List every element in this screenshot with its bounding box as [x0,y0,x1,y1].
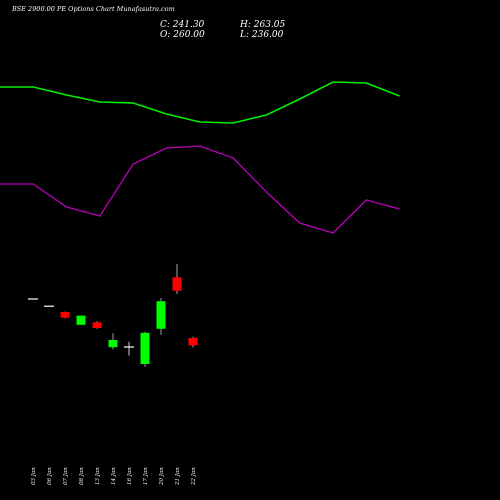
candle-body [156,301,166,329]
date-label: 03 Jan [31,467,37,485]
chart-title: BSE 2900.00 PE Options Chart Munafasutra… [12,5,175,13]
open-readout: O: 260.00 [160,30,205,40]
lower-band-line [0,145,400,234]
candle-body [124,346,134,348]
date-label: 13 Jan [95,467,101,485]
candle-body [92,322,102,328]
date-label: 21 Jan [175,467,181,486]
close-readout: C: 241.30 [160,20,205,30]
candle-body [188,338,198,346]
candle-body [76,315,86,325]
candle-body [140,332,150,364]
date-label: 17 Jan [143,467,149,485]
date-label: 16 Jan [127,467,133,485]
candle-body [172,277,182,291]
high-readout: H: 263.05 [240,20,286,30]
candle-body [28,298,38,300]
upper-band-line [0,81,400,124]
date-label: 08 Jan [79,467,85,485]
low-readout: L: 236.00 [240,30,284,40]
date-label: 06 Jan [47,467,53,485]
date-label: 14 Jan [111,467,117,485]
candle-body [44,305,54,307]
candles-group [28,264,198,367]
candle-body [60,312,70,318]
candle-body [108,340,118,348]
date-label: 07 Jan [63,467,69,485]
date-label: 22 Jan [191,467,197,486]
date-label: 20 Jan [159,467,165,486]
date-labels-group: 03 Jan 06 Jan 07 Jan 08 Jan 13 Jan 14 Jan 16 J… [31,467,197,486]
